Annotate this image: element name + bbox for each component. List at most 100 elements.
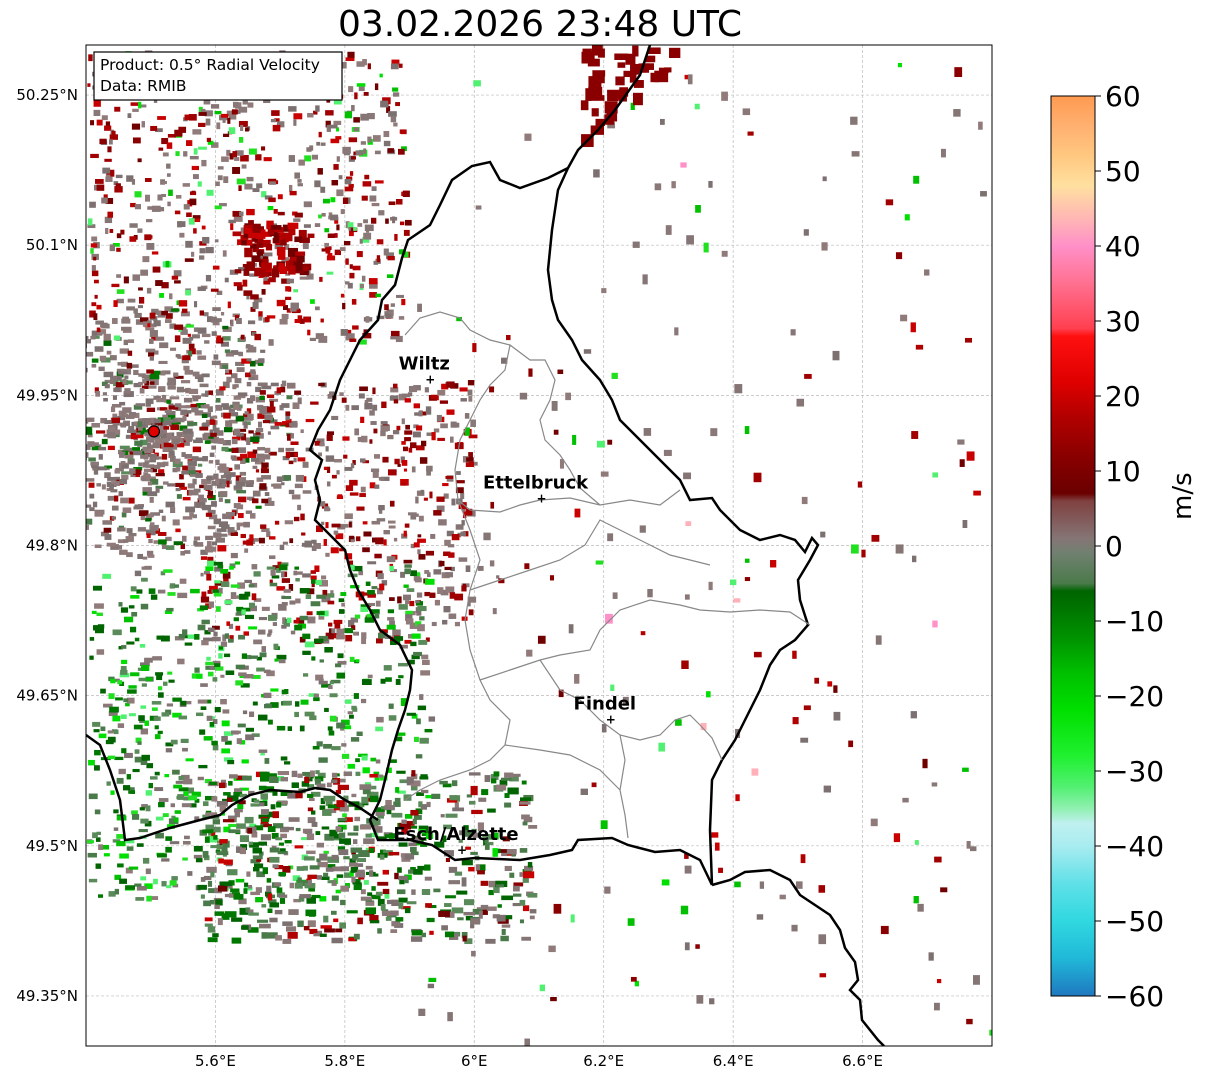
- echo-cell: [257, 457, 266, 462]
- echo-cell: [355, 771, 361, 776]
- echo-cell: [458, 557, 468, 562]
- echo-cell: [340, 592, 347, 597]
- echo-cell: [203, 875, 212, 881]
- echo-cell: [335, 826, 342, 831]
- echo-cell: [319, 276, 323, 282]
- echo-cell: [216, 528, 227, 532]
- echo-cell: [213, 354, 219, 360]
- echo-cell: [320, 925, 332, 929]
- echo-cell: [351, 705, 357, 710]
- echo-cell: [467, 601, 471, 607]
- echo-cell: [257, 250, 264, 256]
- echo-cell: [94, 346, 104, 352]
- echo-cell: [246, 381, 252, 387]
- echo-cell: [416, 592, 423, 598]
- echo-cell: [448, 613, 457, 619]
- echo-cell: [269, 847, 280, 853]
- echo-cell: [319, 580, 328, 587]
- echo-cell: [404, 813, 413, 819]
- echo-cell: [371, 785, 377, 790]
- echo-cell: [96, 649, 105, 655]
- echo-cell: [276, 802, 282, 808]
- echo-cell: [106, 350, 112, 355]
- echo-cell: [337, 846, 346, 851]
- echo-cell: [249, 842, 259, 848]
- echo-cell: [224, 740, 232, 745]
- echo-cell: [177, 592, 188, 599]
- echo-cell: [33, 435, 42, 441]
- echo-cell: [893, 833, 901, 843]
- echo-cell: [395, 335, 403, 343]
- echo-cell: [282, 938, 292, 944]
- echo-cell: [228, 408, 235, 412]
- echo-cell: [420, 843, 428, 847]
- echo-cell: [454, 422, 460, 428]
- echo-cell: [138, 715, 145, 721]
- echo-cell: [833, 685, 838, 693]
- echo-cell: [645, 55, 656, 63]
- echo-cell: [250, 457, 259, 462]
- echo-cell: [147, 481, 153, 486]
- echo-cell: [89, 493, 95, 499]
- echo-cell: [337, 660, 347, 665]
- echo-cell: [107, 211, 114, 218]
- echo-cell: [129, 468, 136, 474]
- echo-cell: [109, 134, 118, 140]
- echo-cell: [352, 460, 356, 465]
- echo-cell: [803, 229, 809, 236]
- echo-cell: [233, 809, 243, 813]
- echo-cell: [642, 274, 648, 285]
- echo-cell: [229, 566, 234, 570]
- echo-cell: [230, 350, 239, 354]
- echo-cell: [239, 432, 244, 437]
- echo-cell: [415, 808, 423, 815]
- echo-cell: [124, 375, 129, 379]
- echo-cell: [347, 51, 355, 58]
- echo-cell: [278, 447, 285, 453]
- echo-cell: [261, 475, 272, 480]
- echo-cell: [399, 879, 405, 885]
- echo-cell: [397, 790, 406, 794]
- echo-cell: [88, 54, 93, 62]
- echo-cell: [309, 337, 317, 342]
- echo-cell: [108, 139, 113, 145]
- echo-cell: [420, 804, 428, 810]
- echo-cell: [120, 666, 127, 671]
- echo-cell: [255, 505, 262, 509]
- echo-cell: [210, 288, 219, 292]
- echo-cell: [86, 477, 87, 481]
- echo-cell: [316, 611, 325, 615]
- echo-cell: [465, 508, 473, 516]
- echo-cell: [149, 312, 156, 319]
- echo-cell: [205, 665, 213, 670]
- echo-cell: [418, 639, 428, 645]
- echo-cell: [144, 460, 150, 464]
- echo-cell: [335, 928, 343, 933]
- echo-cell: [192, 514, 197, 519]
- echo-cell: [269, 400, 274, 408]
- echo-cell: [285, 418, 292, 424]
- echo-cell: [159, 425, 167, 430]
- echo-cell: [770, 560, 777, 568]
- echo-cell: [446, 381, 455, 388]
- echo-cell: [335, 533, 344, 540]
- echo-cell: [211, 796, 218, 802]
- echo-cell: [344, 872, 352, 878]
- echo-cell: [93, 313, 98, 321]
- echo-cell: [347, 711, 353, 715]
- echo-cell: [256, 656, 262, 661]
- echo-cell: [237, 723, 246, 728]
- colorbar-tick-label: 60: [1105, 80, 1141, 113]
- echo-cell: [117, 361, 128, 366]
- echo-cell: [144, 657, 153, 663]
- map-title: 03.02.2026 23:48 UTC: [337, 4, 743, 45]
- echo-cell: [149, 457, 156, 463]
- city-label: Wiltz: [399, 353, 450, 374]
- echo-cell: [202, 422, 210, 427]
- echo-cell: [193, 301, 198, 308]
- echo-cell: [421, 932, 427, 938]
- echo-cell: [420, 670, 431, 676]
- echo-cell: [335, 663, 342, 668]
- echo-cell: [502, 836, 510, 842]
- echo-cell: [347, 763, 356, 769]
